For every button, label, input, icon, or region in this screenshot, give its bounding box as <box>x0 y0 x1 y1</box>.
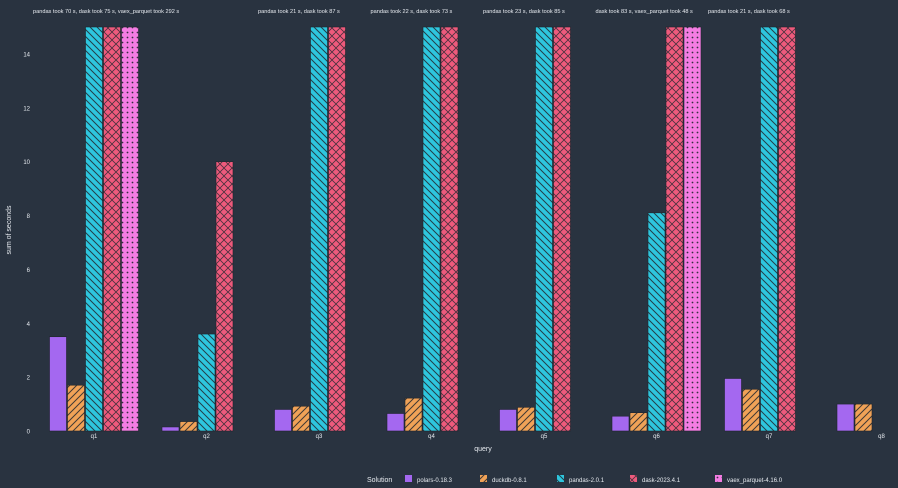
bar-group-q4 <box>386 26 459 432</box>
x-tick-label-q6: q6 <box>653 434 660 440</box>
bar-q7-polars-0.18.3 <box>724 378 742 432</box>
bar-q1-vaex_parquet-4.16.0 <box>121 26 139 432</box>
bar-group-q3 <box>274 26 346 432</box>
y-tick-label: 12 <box>23 106 30 112</box>
annotation-q3: pandas took 21 s, dask took 87 s <box>258 9 340 15</box>
legend-swatch <box>405 475 412 482</box>
bar-q5-dask-2023.4.1 <box>553 26 571 432</box>
bar-q7-dask-2023.4.1 <box>778 26 796 432</box>
bar-q1-polars-0.18.3 <box>49 336 67 432</box>
x-tick-label-q7: q7 <box>766 434 773 440</box>
legend-label: pandas-2.0.1 <box>569 478 605 484</box>
bar-q7-pandas-2.0.1 <box>760 26 778 432</box>
bar-q7-duckdb-0.8.1 <box>742 388 760 432</box>
bar-q6-vaex_parquet-4.16.0 <box>683 26 702 432</box>
bars <box>49 26 873 432</box>
bar-q2-pandas-2.0.1 <box>197 333 216 432</box>
bar-q3-polars-0.18.3 <box>274 409 292 432</box>
x-tick-label-q4: q4 <box>428 434 435 440</box>
legend-item-dask-2023.4.1: dask-2023.4.1 <box>630 475 681 484</box>
bar-q6-pandas-2.0.1 <box>647 212 666 432</box>
bar-group-q2 <box>161 161 234 432</box>
legend: Solution polars-0.18.3 duckdb-0.8.1 pandas… <box>367 475 783 484</box>
bar-q5-pandas-2.0.1 <box>535 26 553 432</box>
bar-group-q7 <box>724 26 796 432</box>
x-axis-ticks: q1 q2 q3 q4 q5 q6 q7 q8 <box>91 434 886 440</box>
x-tick-label-q8: q8 <box>878 434 885 440</box>
bar-q1-dask-2023.4.1 <box>103 26 121 432</box>
bar-q6-dask-2023.4.1 <box>665 26 684 432</box>
bar-q4-duckdb-0.8.1 <box>404 397 423 432</box>
bar-q3-pandas-2.0.1 <box>310 26 328 432</box>
legend-label: dask-2023.4.1 <box>642 478 681 484</box>
legend-item-vaex_parquet-4.16.0: vaex_parquet-4.16.0 <box>715 475 783 484</box>
y-tick-label: 0 <box>27 430 31 436</box>
bar-q4-pandas-2.0.1 <box>422 26 441 432</box>
legend-label: polars-0.18.3 <box>417 478 453 484</box>
y-tick-label: 10 <box>23 160 30 166</box>
bar-q4-polars-0.18.3 <box>386 413 405 432</box>
y-tick-label: 4 <box>27 322 31 328</box>
bar-q3-dask-2023.4.1 <box>328 26 346 432</box>
x-tick-label-q3: q3 <box>316 434 323 440</box>
annotation-q4: pandas took 22 s, dask took 73 s <box>371 9 453 15</box>
legend-label: vaex_parquet-4.16.0 <box>727 478 783 484</box>
y-axis-label: sum of seconds <box>6 205 13 255</box>
bar-group-q5 <box>499 26 571 432</box>
x-tick-label-q2: q2 <box>203 434 210 440</box>
legend-item-pandas-2.0.1: pandas-2.0.1 <box>557 475 605 484</box>
x-axis-label: query <box>474 446 492 453</box>
bar-q1-duckdb-0.8.1 <box>67 384 85 432</box>
annotation-q6: dask took 83 s, vaex_parquet took 48 s <box>596 9 694 15</box>
bar-q2-dask-2023.4.1 <box>215 161 234 432</box>
bar-q2-duckdb-0.8.1 <box>179 421 198 432</box>
bar-q5-duckdb-0.8.1 <box>517 406 535 432</box>
bar-q8-polars-0.18.3 <box>836 403 855 432</box>
annotation-q5: pandas took 23 s, dask took 85 s <box>483 9 565 15</box>
x-tick-label-q5: q5 <box>541 434 548 440</box>
bar-q2-polars-0.18.3 <box>161 426 180 432</box>
bar-q6-polars-0.18.3 <box>611 415 630 432</box>
bar-group-q1 <box>49 26 139 432</box>
y-axis-ticks: 0 2 4 6 8 10 12 14 <box>23 52 30 435</box>
legend-label: duckdb-0.8.1 <box>492 478 527 484</box>
legend-title: Solution <box>367 477 392 484</box>
legend-item-duckdb-0.8.1: duckdb-0.8.1 <box>480 475 527 484</box>
y-tick-label: 6 <box>27 268 31 274</box>
x-tick-label-q1: q1 <box>91 434 98 440</box>
annotation-q7: pandas took 21 s, dask took 68 s <box>708 9 790 15</box>
y-tick-label: 8 <box>27 214 31 220</box>
bar-q6-duckdb-0.8.1 <box>629 412 648 432</box>
y-tick-label: 14 <box>23 52 30 58</box>
bar-q8-duckdb-0.8.1 <box>854 403 873 432</box>
y-tick-label: 2 <box>27 376 31 382</box>
bar-q4-dask-2023.4.1 <box>440 26 459 432</box>
bar-group-q6 <box>611 26 702 432</box>
annotation-q1: pandas took 70 s, dask took 75 s, vaex_p… <box>33 9 179 15</box>
bar-group-q8 <box>836 403 873 432</box>
bar-q3-duckdb-0.8.1 <box>292 405 310 432</box>
bar-q5-polars-0.18.3 <box>499 409 517 432</box>
annotations: pandas took 70 s, dask took 75 s, vaex_p… <box>33 9 790 15</box>
legend-item-polars-0.18.3: polars-0.18.3 <box>405 475 453 484</box>
bar-q1-pandas-2.0.1 <box>85 26 103 432</box>
